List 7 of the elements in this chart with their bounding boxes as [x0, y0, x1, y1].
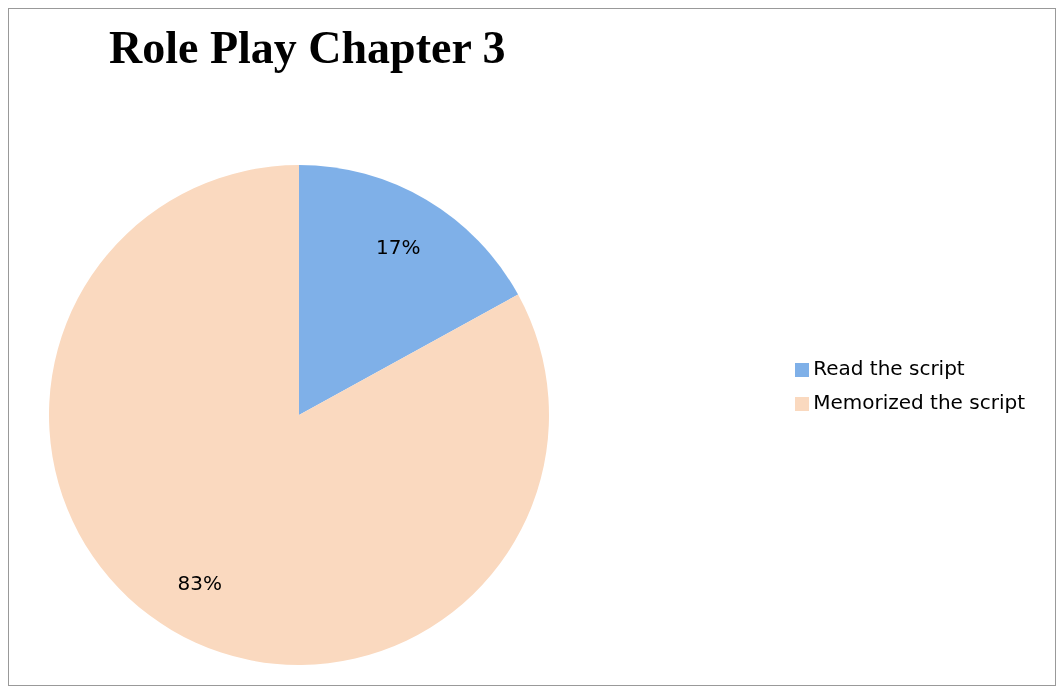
chart-title: Role Play Chapter 3 — [108, 21, 507, 75]
legend-label: Read the script — [813, 356, 965, 380]
data-label: 83% — [177, 570, 222, 595]
data-label: 17% — [376, 235, 421, 260]
pie-slice — [49, 165, 549, 665]
pie-slice — [299, 165, 519, 415]
legend-label: Memorized the script — [813, 390, 1025, 414]
